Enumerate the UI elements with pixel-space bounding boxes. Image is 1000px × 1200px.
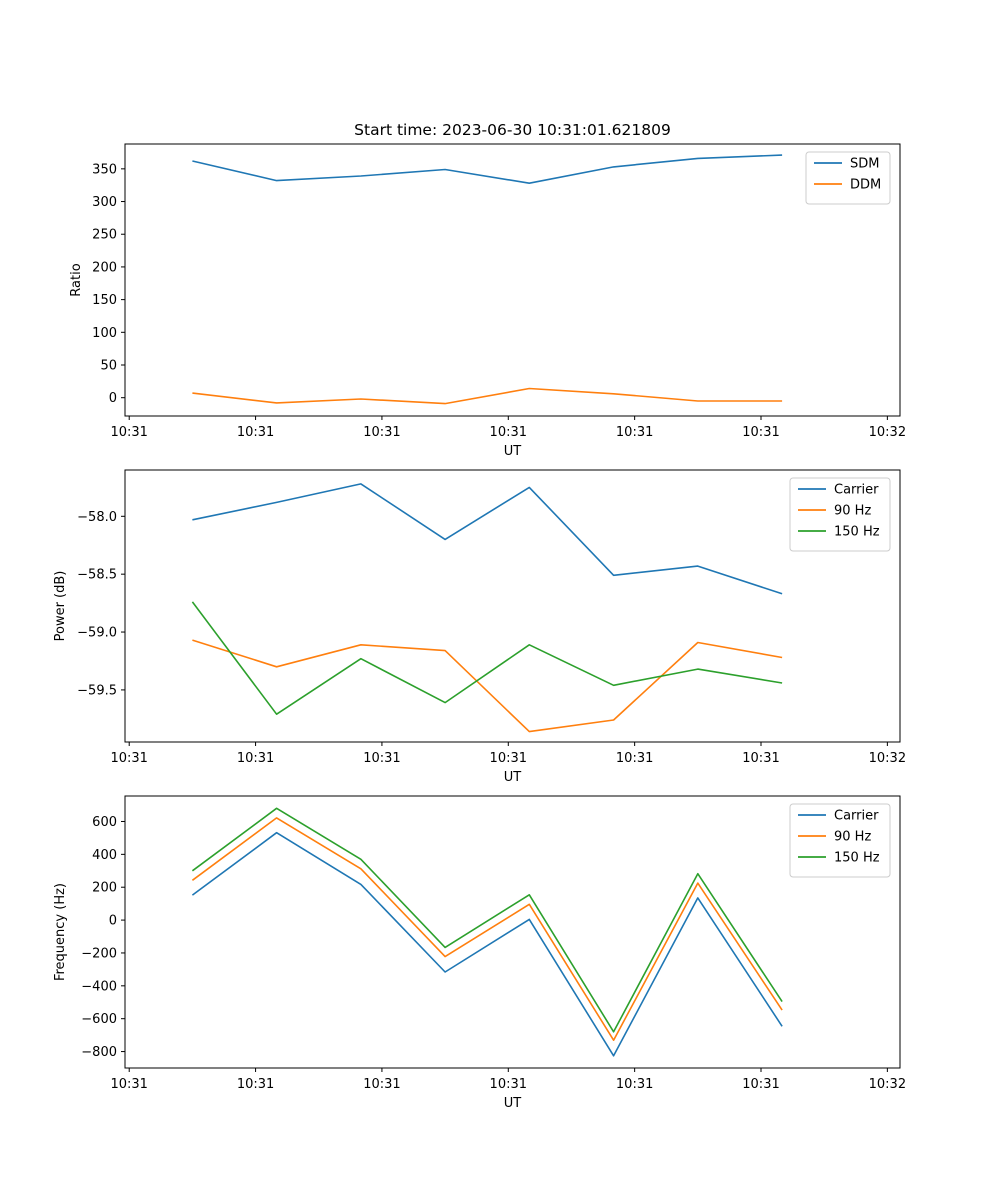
subplot-frequency: 10:31 10:31 10:31 10:31 10:31 10:31 10:32 600 40… (53, 795, 906, 1111)
y-tick-label: −58.0 (77, 510, 117, 525)
legend-box (805, 151, 891, 205)
y-tick-label: −59.5 (77, 683, 117, 698)
legend-label: 90 Hz (834, 504, 871, 519)
series-line-sdm (192, 154, 783, 184)
legend: Carrier 90 Hz 150 Hz (789, 803, 891, 878)
legend-label: SDM (850, 157, 879, 172)
legend-label: Carrier (834, 483, 879, 498)
legend-box (789, 477, 891, 552)
x-tick-label: 10:31 (110, 425, 147, 440)
series-line-150-hz (191, 807, 783, 1033)
x-tick-label: 10:31 (110, 751, 147, 766)
x-tick-label: 10:32 (869, 751, 906, 766)
x-tick-label: 10:31 (363, 751, 400, 766)
y-tick-label: 350 (92, 162, 117, 177)
axes-frame (124, 143, 901, 417)
subplot-ratio: 10:31 10:31 10:31 10:31 10:31 10:31 10:32 0 50 10… (69, 143, 906, 459)
series-line-90-hz (192, 639, 783, 733)
y-tick-label: −600 (81, 1012, 117, 1027)
y-tick-label: 50 (100, 359, 117, 374)
x-tick-label: 10:31 (110, 1077, 147, 1092)
y-tick-label: 150 (92, 293, 117, 308)
x-axis-label: UT (504, 1096, 522, 1111)
y-axis-label: Ratio (69, 263, 84, 296)
x-tick-label: 10:31 (363, 1077, 400, 1092)
x-tick-label: 10:31 (490, 751, 527, 766)
y-tick-label: 200 (92, 881, 117, 896)
legend: SDM DDM (805, 151, 891, 205)
x-tick-label: 10:31 (237, 751, 274, 766)
subplots: 10:31 10:31 10:31 10:31 10:31 10:31 10:32 0 50 10… (53, 143, 906, 1111)
x-tick-label: 10:31 (616, 425, 653, 440)
x-tick-label: 10:31 (363, 425, 400, 440)
y-tick-label: 100 (92, 326, 117, 341)
x-tick-label: 10:31 (742, 751, 779, 766)
y-tick-label: 200 (92, 260, 117, 275)
subplot-power: 10:31 10:31 10:31 10:31 10:31 10:31 10:32 −58.0… (53, 469, 906, 785)
x-axis-label: UT (504, 770, 522, 785)
y-tick-label: 400 (92, 848, 117, 863)
figure-title: Start time: 2023-06-30 10:31:01.621809 (354, 121, 671, 139)
series-line-ddm (192, 387, 783, 405)
x-tick-label: 10:31 (742, 1077, 779, 1092)
legend-label: 90 Hz (834, 830, 871, 845)
y-tick-label: 250 (92, 228, 117, 243)
axes-frame (124, 795, 901, 1069)
x-axis-label: UT (504, 444, 522, 459)
legend-label: DDM (850, 178, 881, 193)
series-line-150-hz (191, 601, 783, 716)
legend: Carrier 90 Hz 150 Hz (789, 477, 891, 552)
x-tick-label: 10:31 (616, 1077, 653, 1092)
x-tick-label: 10:31 (616, 751, 653, 766)
y-tick-label: −400 (81, 979, 117, 994)
x-tick-label: 10:32 (869, 425, 906, 440)
series-line-carrier (191, 831, 783, 1057)
legend-label: Carrier (834, 809, 879, 824)
x-tick-label: 10:31 (490, 425, 527, 440)
legend-label: 150 Hz (834, 525, 880, 540)
y-tick-label: 300 (92, 195, 117, 210)
legend-box (789, 803, 891, 878)
legend-label: 150 Hz (834, 851, 880, 866)
series-line-90-hz (191, 817, 783, 1041)
y-axis-label: Power (dB) (53, 571, 68, 642)
axes-frame (124, 469, 901, 743)
x-tick-label: 10:31 (490, 1077, 527, 1092)
x-tick-label: 10:31 (237, 1077, 274, 1092)
x-tick-label: 10:31 (237, 425, 274, 440)
y-tick-label: 600 (92, 815, 117, 830)
y-tick-label: −58.5 (77, 568, 117, 583)
series-line-carrier (192, 483, 783, 595)
y-tick-label: −800 (81, 1045, 117, 1060)
y-tick-label: −59.0 (77, 626, 117, 641)
y-tick-label: 0 (109, 914, 117, 929)
y-tick-label: −200 (81, 946, 117, 961)
y-tick-label: 0 (109, 391, 117, 406)
x-tick-label: 10:31 (742, 425, 779, 440)
x-tick-label: 10:32 (869, 1077, 906, 1092)
y-axis-label: Frequency (Hz) (53, 883, 68, 981)
